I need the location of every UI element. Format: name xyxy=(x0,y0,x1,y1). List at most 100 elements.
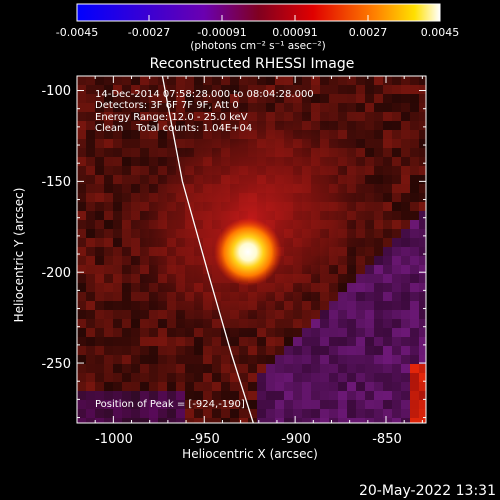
image-pixel xyxy=(167,391,176,400)
image-pixel xyxy=(194,382,203,391)
image-pixel xyxy=(239,373,248,382)
image-pixel xyxy=(86,193,95,202)
image-pixel xyxy=(356,346,365,355)
image-pixel xyxy=(248,364,257,373)
image-pixel xyxy=(419,265,426,274)
image-pixel xyxy=(77,238,86,247)
image-pixel xyxy=(347,418,356,423)
image-pixel xyxy=(410,373,419,382)
image-pixel xyxy=(131,112,140,121)
image-pixel xyxy=(95,76,104,85)
image-pixel xyxy=(275,382,284,391)
image-pixel xyxy=(203,418,212,423)
image-pixel xyxy=(374,85,383,94)
image-pixel xyxy=(392,274,401,283)
image-pixel xyxy=(383,157,392,166)
image-pixel xyxy=(212,85,221,94)
image-pixel xyxy=(401,310,410,319)
image-pixel xyxy=(320,391,329,400)
image-pixel xyxy=(113,355,122,364)
image-pixel xyxy=(338,409,347,418)
image-pixel xyxy=(392,130,401,139)
image-pixel xyxy=(329,373,338,382)
plot-area xyxy=(77,76,426,423)
image-pixel xyxy=(194,76,203,85)
image-pixel xyxy=(113,364,122,373)
image-pixel xyxy=(239,382,248,391)
image-pixel xyxy=(383,274,392,283)
image-pixel xyxy=(158,94,167,103)
image-pixel xyxy=(383,328,392,337)
image-pixel xyxy=(104,229,113,238)
image-pixel xyxy=(104,220,113,229)
image-pixel xyxy=(383,283,392,292)
image-pixel xyxy=(419,85,426,94)
image-pixel xyxy=(329,310,338,319)
image-pixel xyxy=(302,400,311,409)
image-pixel xyxy=(194,364,203,373)
image-pixel xyxy=(113,94,122,103)
image-pixel xyxy=(77,337,86,346)
image-pixel xyxy=(392,139,401,148)
image-pixel xyxy=(374,292,383,301)
image-pixel xyxy=(392,319,401,328)
image-pixel xyxy=(284,409,293,418)
image-pixel xyxy=(95,139,104,148)
image-pixel xyxy=(365,121,374,130)
image-pixel xyxy=(95,85,104,94)
image-pixel xyxy=(338,94,347,103)
image-pixel xyxy=(401,283,410,292)
image-pixel xyxy=(131,373,140,382)
image-pixel xyxy=(311,373,320,382)
image-pixel xyxy=(293,400,302,409)
image-pixel xyxy=(221,382,230,391)
image-pixel xyxy=(212,373,221,382)
image-pixel xyxy=(95,184,104,193)
image-pixel xyxy=(374,265,383,274)
image-pixel xyxy=(356,112,365,121)
image-pixel xyxy=(149,76,158,85)
image-pixel xyxy=(149,391,158,400)
image-pixel xyxy=(401,166,410,175)
image-pixel xyxy=(419,373,426,382)
annotation-detectors: Detectors: 3F 6F 7F 9F, Att 0 xyxy=(95,100,239,111)
image-pixel xyxy=(383,337,392,346)
image-pixel xyxy=(131,76,140,85)
image-pixel xyxy=(122,139,131,148)
image-pixel xyxy=(392,265,401,274)
image-pixel xyxy=(419,337,426,346)
image-pixel xyxy=(401,265,410,274)
image-pixel xyxy=(374,328,383,337)
image-pixel xyxy=(401,76,410,85)
image-pixel xyxy=(329,355,338,364)
image-pixel xyxy=(365,373,374,382)
image-pixel xyxy=(383,103,392,112)
image-pixel xyxy=(410,112,419,121)
image-pixel xyxy=(140,139,149,148)
image-pixel xyxy=(275,346,284,355)
image-pixel xyxy=(77,220,86,229)
image-pixel xyxy=(104,157,113,166)
image-pixel xyxy=(122,76,131,85)
timestamp: 20-May-2022 13:31 xyxy=(359,483,496,499)
image-pixel xyxy=(113,157,122,166)
image-pixel xyxy=(77,184,86,193)
image-pixel xyxy=(257,373,266,382)
image-pixel xyxy=(104,175,113,184)
image-pixel xyxy=(320,76,329,85)
image-pixel xyxy=(410,409,419,418)
image-pixel xyxy=(392,184,401,193)
image-pixel xyxy=(212,418,221,423)
image-pixel xyxy=(203,76,212,85)
image-pixel xyxy=(347,76,356,85)
image-pixel xyxy=(419,355,426,364)
image-pixel xyxy=(419,121,426,130)
image-pixel xyxy=(293,355,302,364)
image-pixel xyxy=(95,319,104,328)
image-pixel xyxy=(365,292,374,301)
image-pixel xyxy=(311,76,320,85)
image-pixel xyxy=(392,283,401,292)
image-pixel xyxy=(320,355,329,364)
image-pixel xyxy=(248,346,257,355)
flare-peak xyxy=(214,218,282,286)
